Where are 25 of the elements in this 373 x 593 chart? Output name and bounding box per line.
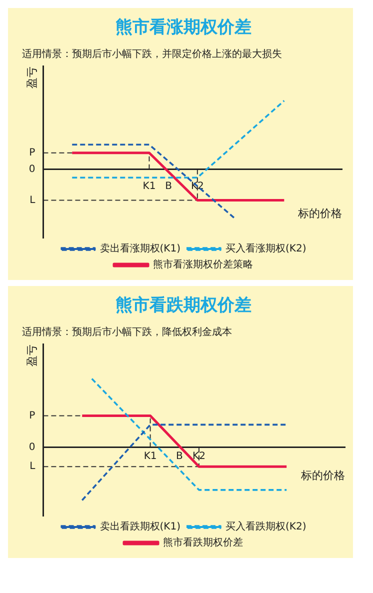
legend-label: 卖出看涨期权(K1) (100, 242, 181, 255)
ref-line-label: L (30, 194, 36, 206)
legend-label: 买入看涨期权(K2) (226, 242, 306, 255)
x-tick-label: B (165, 180, 172, 192)
ref-line-label: P (29, 147, 36, 158)
y-axis-title: 盈亏 (25, 344, 38, 366)
chart-subtitle: 适用情景：预期后市小幅下跌，降低权利金成本 (22, 326, 232, 338)
ref-line-label: L (30, 461, 36, 472)
legend-label: 熊市看跌期权价差 (163, 536, 243, 549)
legend-label: 买入看跌期权(K2) (226, 520, 306, 533)
text: 0 (28, 442, 36, 453)
y-axis-title: 盈亏 (25, 66, 38, 88)
chart-title: 熊市看涨期权价差 (116, 18, 252, 38)
x-tick-label: K1 (142, 180, 156, 192)
ref-line-label: P (29, 410, 36, 422)
x-axis-title: 标的价格 (297, 206, 342, 220)
x-tick-label: K2 (192, 450, 206, 462)
x-tick-label: K1 (144, 450, 157, 462)
text: 0 (28, 164, 36, 175)
chart-subtitle: 适用情景：预期后市小幅下跌，并限定价格上涨的最大损失 (22, 48, 282, 60)
chart-title: 熊市看跌期权价差 (116, 296, 252, 316)
x-tick-label: B (176, 450, 184, 462)
legend-label: 熊市看涨期权价差策略 (153, 258, 253, 271)
x-axis-title: 标的价格 (300, 468, 345, 482)
legend-label: 卖出看跌期权(K1) (100, 520, 181, 533)
